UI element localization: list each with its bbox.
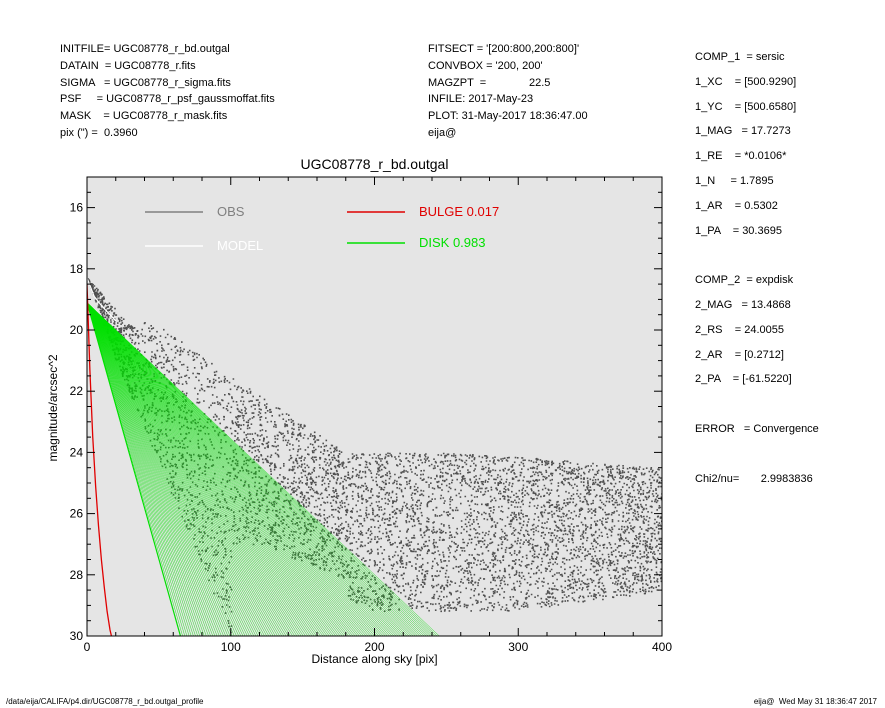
fit-param-line: 1_YC = [500.6580] [695,100,797,113]
x-tick-label: 300 [508,640,528,654]
header-left-block: INITFILE= UGC08778_r_bd.outgal DATAIN = U… [60,41,275,142]
y-tick-label: 30 [70,629,84,643]
fit-parameters-block: COMP_1 = sersic 1_XC = [500.9290] 1_YC = [… [695,50,819,496]
fit-param-line: ERROR = Convergence [695,422,819,435]
legend-label: OBS [217,204,245,219]
x-tick-label: 0 [84,640,91,654]
fit-param-line: 1_MAG = 17.7273 [695,125,791,138]
header-mid-line: MAGZPT = 22.5 [428,76,551,89]
footer-timestamp: eija@ Wed May 31 18:36:47 2017 [753,697,877,706]
header-mid-line: INFILE: 2017-May-23 [428,93,534,106]
plot-area [87,277,662,636]
fit-param-line: 1_N = 1.7895 [695,174,774,187]
y-tick-label: 20 [70,323,84,337]
fit-param-line: 2_AR = [0.2712] [695,348,784,361]
y-axis-label: magnitude/arcsec^2 [46,354,60,462]
bulge-line [87,284,113,636]
y-tick-label: 18 [70,262,84,276]
header-left-line: DATAIN = UGC08778_r.fits [60,59,196,72]
header-mid-line: eija@ [428,126,457,139]
fit-param-line: 1_PA = 30.3695 [695,224,782,237]
header-mid-line: PLOT: 31-May-2017 18:36:47.00 [428,110,588,123]
header-left-line: PSF = UGC08778_r_psf_gaussmoffat.fits [60,93,275,106]
y-tick-label: 28 [70,568,84,582]
disk-inner-edge [87,302,182,636]
x-tick-label: 400 [652,640,672,654]
x-axis-label: Distance along sky [pix] [311,652,438,666]
y-tick-label: 24 [70,445,84,459]
fit-param-line: 2_PA = [-61.5220] [695,373,792,386]
legend-label: BULGE 0.017 [419,204,499,219]
header-middle-block: FITSECT = '[200:800,200:800]' CONVBOX = '… [428,41,588,142]
fit-param-line: COMP_2 = expdisk [695,274,794,287]
x-tick-label: 200 [364,640,384,654]
header-left-line: SIGMA = UGC08778_r_sigma.fits [60,76,231,89]
y-tick-label: 16 [70,201,84,215]
model-line [87,277,117,322]
header-left-line: MASK = UGC08778_r_mask.fits [60,110,228,123]
legend-label: MODEL [217,238,263,253]
fit-param-line: 1_AR = 0.5302 [695,199,778,212]
header-mid-line: CONVBOX = '200, 200' [428,59,543,72]
y-tick-label: 22 [70,384,84,398]
fit-param-line: COMP_1 = sersic [695,51,785,63]
fit-param-line: 1_XC = [500.9290] [695,75,797,88]
y-tick-label: 26 [70,507,84,521]
chart-title: UGC08778_r_bd.outgal [300,156,449,172]
header-left-line: INITFILE= UGC08778_r_bd.outgal [60,43,230,55]
header-left-line: pix (") = 0.3960 [60,126,138,139]
legend-label: DISK 0.983 [419,235,486,250]
footer-file-path: /data/eija/CALIFA/p4.dir/UGC08778_r_bd.o… [6,697,204,706]
header-mid-line: FITSECT = '[200:800,200:800]' [428,43,580,55]
fit-param-line: 1_RE = *0.0106* [695,150,787,163]
fit-param-line: Chi2/nu= 2.9983836 [695,472,813,485]
fit-param-line: 2_MAG = 13.4868 [695,298,791,311]
fit-param-line: 2_RS = 24.0055 [695,323,784,336]
x-tick-label: 100 [221,640,241,654]
